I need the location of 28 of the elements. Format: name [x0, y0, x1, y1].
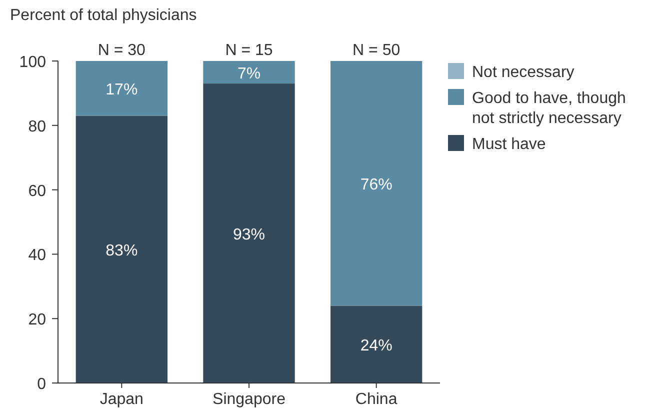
legend-label: Not necessary [472, 64, 574, 81]
bar [330, 61, 422, 306]
annotation: N = 50 [352, 42, 400, 59]
data-label: 24% [360, 337, 392, 354]
y-tick-label: 0 [37, 376, 46, 393]
data-label: 17% [106, 81, 138, 98]
x-tick-label: Japan [100, 391, 144, 408]
data-label: 93% [232, 226, 266, 244]
legend-label: Must have [472, 136, 546, 153]
y-tick-label: 80 [28, 118, 46, 136]
bar [76, 116, 168, 383]
y-tick-label: 100 [19, 54, 46, 71]
y-tick-label: 60 [28, 182, 46, 200]
annotation: N = 15 [225, 42, 273, 59]
data-label: 7% [237, 65, 261, 82]
data-label: 83% [106, 242, 138, 260]
x-tick-label: China [355, 391, 398, 408]
data-label: 76% [360, 176, 392, 194]
x-tick-label: Singapore [212, 391, 286, 408]
y-tick-label: 20 [28, 312, 46, 329]
bar [76, 61, 168, 116]
y-tick-label: 40 [28, 247, 46, 264]
bar [330, 306, 422, 383]
annotation: N = 30 [98, 42, 146, 59]
bar [203, 84, 295, 383]
bar [203, 61, 295, 84]
legend-label: Good to have, though not strictly necessary [472, 90, 626, 127]
y-axis-title: Percent of total physicians [10, 7, 197, 24]
